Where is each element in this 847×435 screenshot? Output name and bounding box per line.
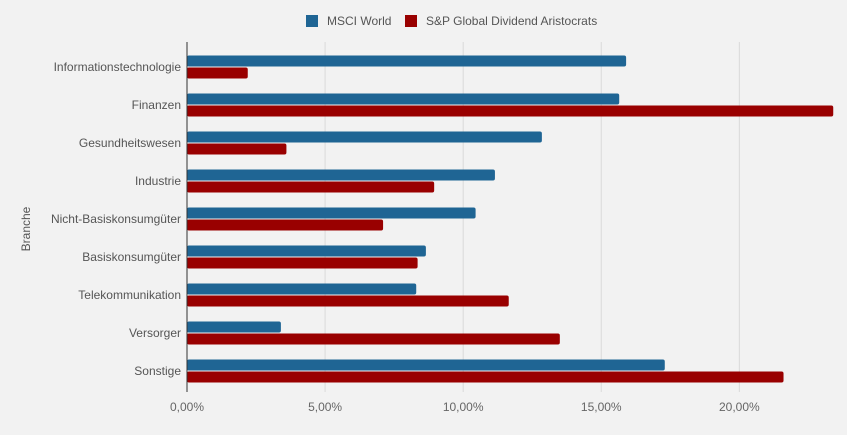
category-label-finanzen: Finanzen	[132, 98, 181, 112]
category-label-basiskonsumgüter: Basiskonsumgüter	[82, 250, 181, 264]
y-axis-title: Branche	[19, 206, 33, 251]
category-label-nicht-basiskonsumgüter: Nicht-Basiskonsumgüter	[51, 212, 181, 226]
bar-msci-world-sonstige[interactable]	[187, 359, 665, 371]
x-tick-label: 10,00%	[443, 400, 484, 414]
category-label-industrie: Industrie	[135, 174, 181, 188]
bar-msci-world-gesundheitswesen[interactable]	[187, 131, 542, 143]
bars	[187, 55, 834, 383]
category-label-telekommunikation: Telekommunikation	[78, 288, 181, 302]
bar-sp-global-dividend-aristocrats-gesundheitswesen[interactable]	[187, 143, 287, 155]
legend-label-sp-global-dividend-aristocrats[interactable]: S&P Global Dividend Aristocrats	[426, 14, 597, 28]
x-tick-label: 15,00%	[581, 400, 622, 414]
bar-msci-world-informationstechnologie[interactable]	[187, 55, 627, 67]
legend-swatch-msci-world[interactable]	[306, 15, 318, 27]
x-tick-label: 0,00%	[170, 400, 204, 414]
legend-label-msci-world[interactable]: MSCI World	[327, 14, 391, 28]
bar-sp-global-dividend-aristocrats-informationstechnologie[interactable]	[187, 67, 248, 79]
bar-sp-global-dividend-aristocrats-sonstige[interactable]	[187, 371, 784, 383]
bar-sp-global-dividend-aristocrats-versorger[interactable]	[187, 333, 560, 345]
bar-sp-global-dividend-aristocrats-industrie[interactable]	[187, 181, 435, 193]
bar-msci-world-industrie[interactable]	[187, 169, 495, 181]
category-label-sonstige: Sonstige	[134, 364, 181, 378]
bar-sp-global-dividend-aristocrats-telekommunikation[interactable]	[187, 295, 509, 307]
bar-msci-world-versorger[interactable]	[187, 321, 281, 333]
category-label-versorger: Versorger	[129, 326, 181, 340]
bar-msci-world-finanzen[interactable]	[187, 93, 620, 105]
bar-msci-world-nicht-basiskonsumgüter[interactable]	[187, 207, 476, 219]
bar-msci-world-basiskonsumgüter[interactable]	[187, 245, 426, 257]
legend: MSCI World S&P Global Dividend Aristocra…	[306, 14, 597, 28]
bar-sp-global-dividend-aristocrats-nicht-basiskonsumgüter[interactable]	[187, 219, 384, 231]
bar-msci-world-telekommunikation[interactable]	[187, 283, 417, 295]
legend-swatch-sp-global-dividend-aristocrats[interactable]	[405, 15, 417, 27]
category-label-informationstechnologie: Informationstechnologie	[54, 60, 182, 74]
bar-sp-global-dividend-aristocrats-finanzen[interactable]	[187, 105, 834, 117]
x-tick-label: 5,00%	[308, 400, 342, 414]
category-label-gesundheitswesen: Gesundheitswesen	[79, 136, 181, 150]
bar-sp-global-dividend-aristocrats-basiskonsumgüter[interactable]	[187, 257, 418, 269]
x-axis-ticks: 0,00% 5,00% 10,00% 15,00% 20,00%	[170, 400, 760, 414]
x-tick-label: 20,00%	[719, 400, 760, 414]
category-labels: Informationstechnologie Finanzen Gesundhei…	[51, 60, 181, 378]
